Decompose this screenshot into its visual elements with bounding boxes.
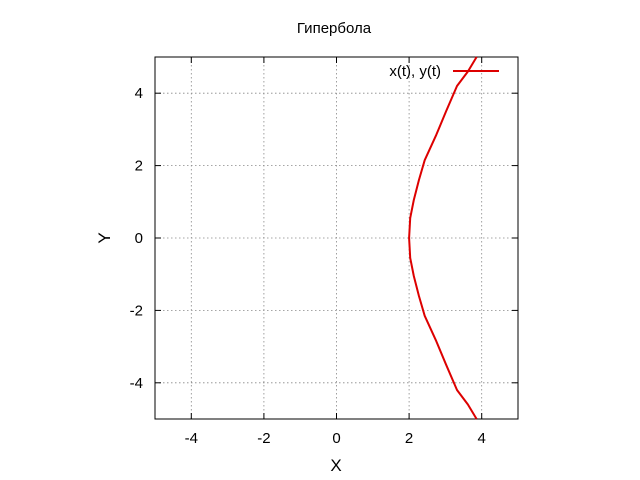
chart-title: Гипербола	[297, 20, 372, 37]
legend: x(t), y(t)	[389, 63, 499, 80]
grid	[155, 57, 518, 419]
x-tick-label-0: -4	[185, 430, 198, 447]
x-tick-label-1: -2	[257, 430, 270, 447]
y-tick-label-4: 4	[135, 85, 143, 102]
x-tick-label-2: 0	[332, 430, 340, 447]
x-tick-label-3: 2	[405, 430, 413, 447]
y-tick-label-2: 0	[135, 230, 143, 247]
y-axis-label: Y	[95, 232, 114, 243]
x-tick-label-4: 4	[478, 430, 486, 447]
series-line-0	[408, 56, 478, 420]
x-axis-label: X	[330, 456, 341, 475]
plot-frame	[154, 56, 519, 420]
tick-marks	[155, 57, 518, 419]
y-tick-label-0: -4	[130, 375, 143, 392]
series-layer	[408, 56, 478, 420]
legend-label: x(t), y(t)	[389, 63, 441, 80]
y-tick-label-1: -2	[130, 302, 143, 319]
tick-labels: -4 -2 0 2 4 -4 -2 0 2 4	[130, 85, 486, 447]
y-tick-label-3: 2	[135, 158, 143, 175]
